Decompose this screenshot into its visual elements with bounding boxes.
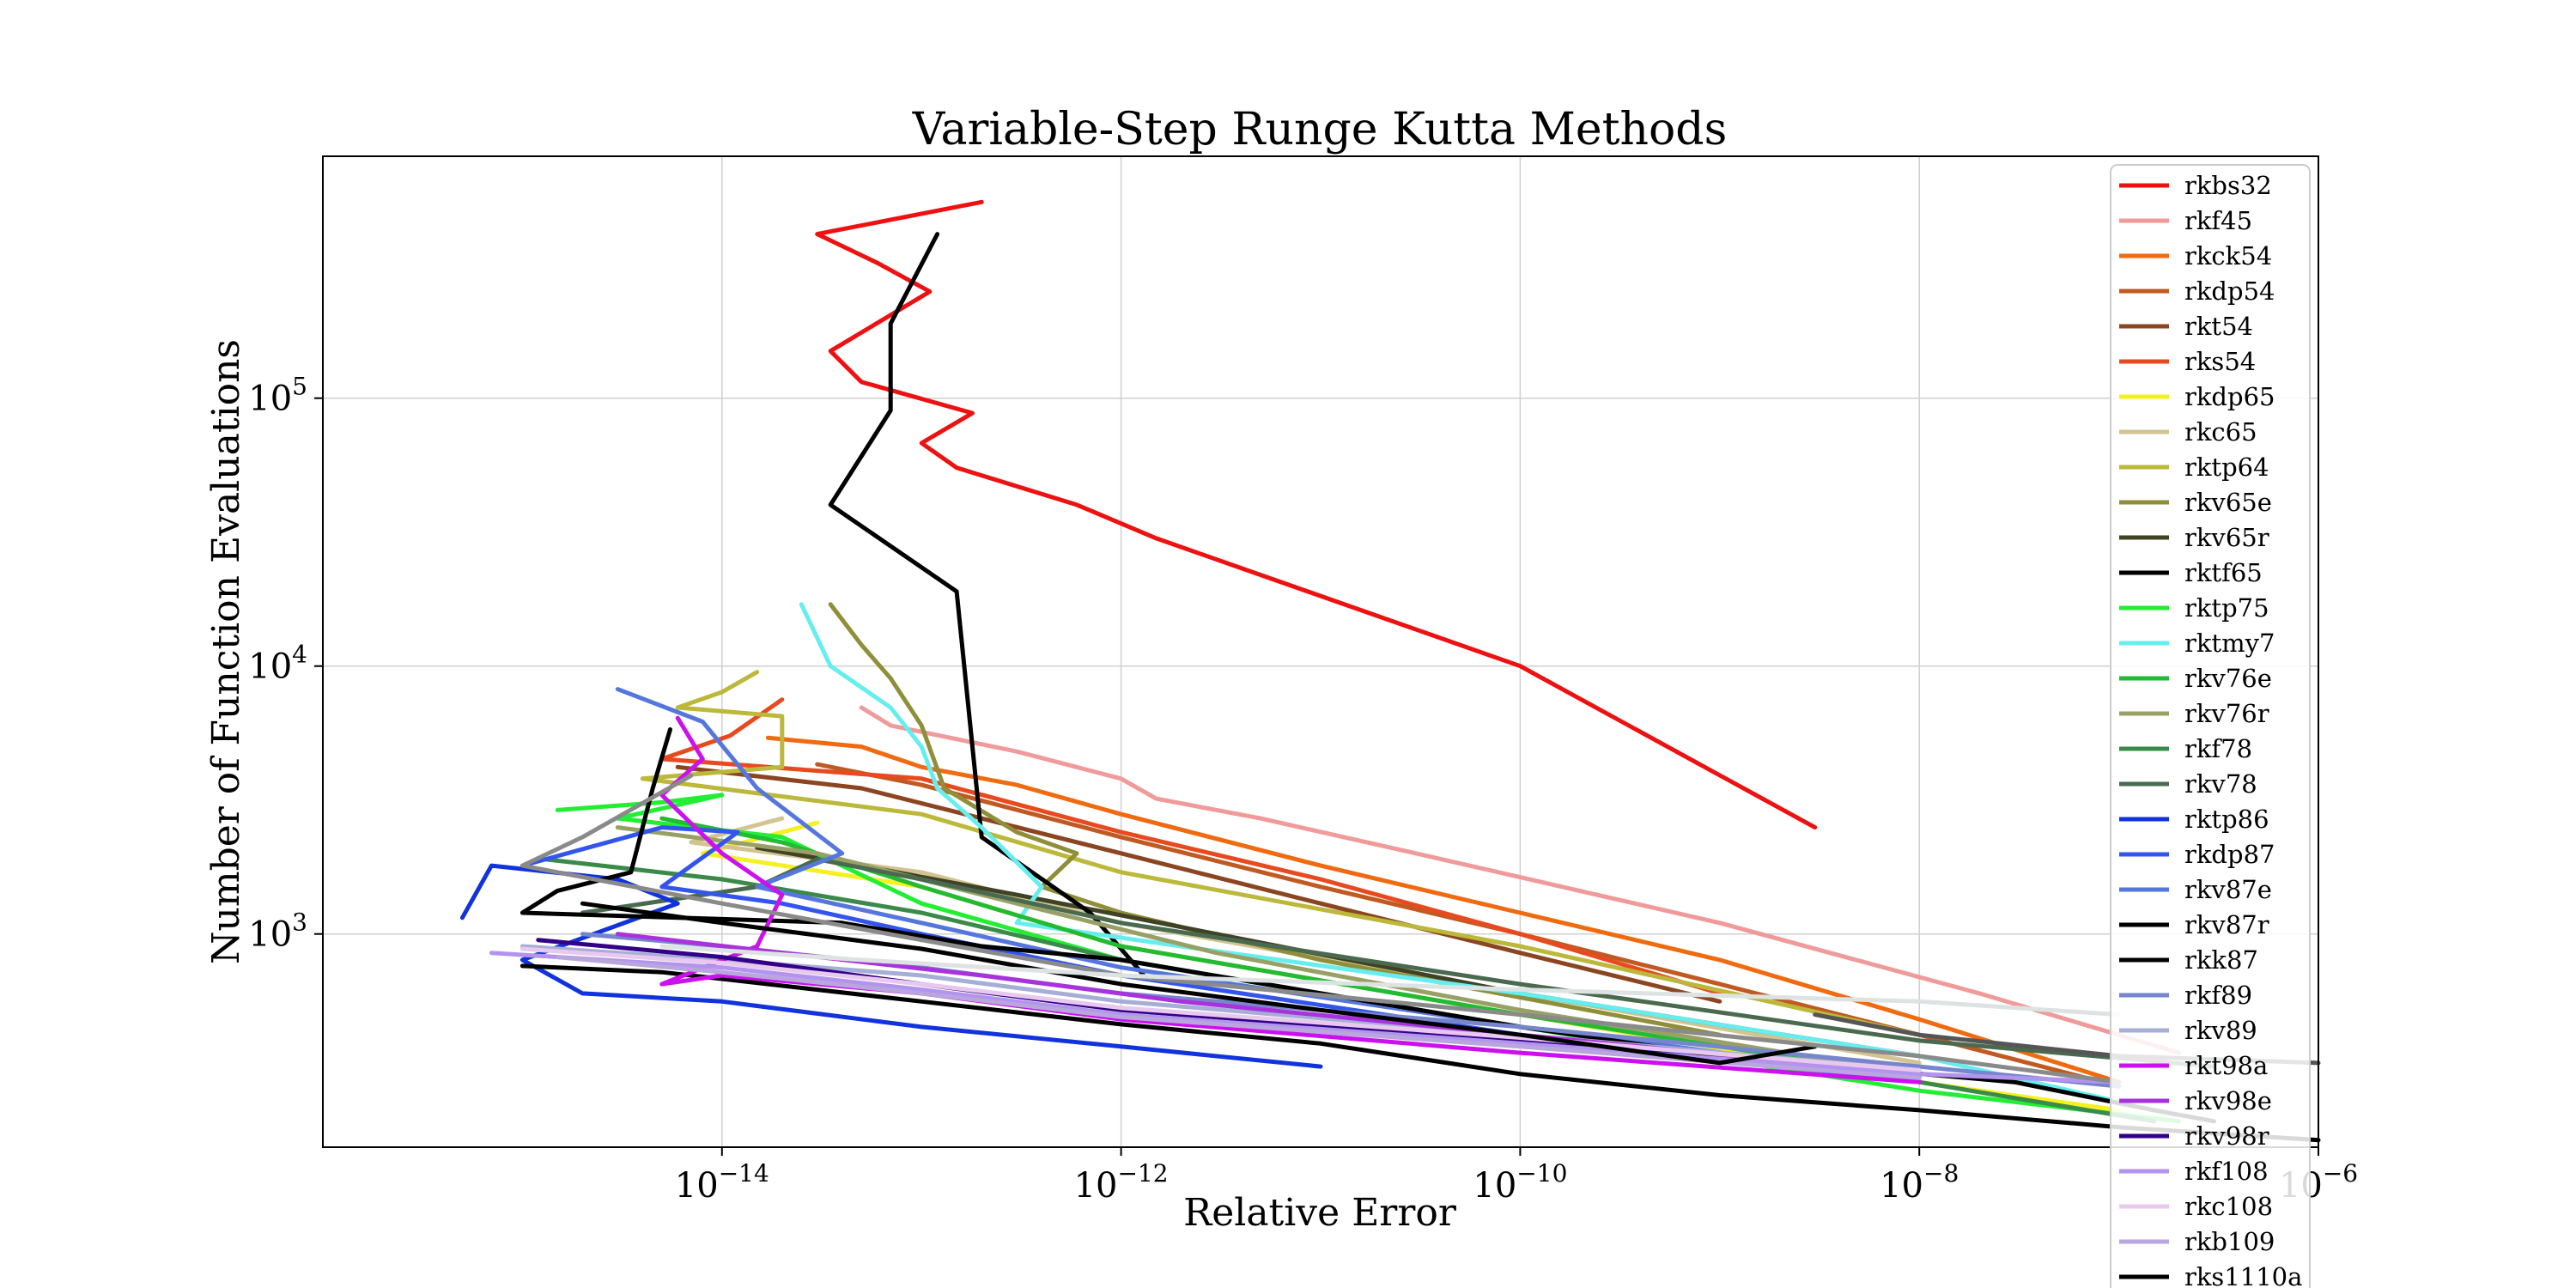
x-tick-label: 10−10 <box>1473 1159 1567 1206</box>
legend-label: rkc108 <box>2184 1192 2273 1221</box>
legend-label: rkck54 <box>2184 241 2272 270</box>
legend-label: rktp86 <box>2184 805 2269 834</box>
series-line-rktf65 <box>828 232 1146 978</box>
legend-label: rktmy7 <box>2184 629 2275 658</box>
legend-label: rkt54 <box>2184 312 2253 341</box>
x-tick-exponent: −12 <box>1118 1159 1169 1188</box>
series-line-rkf108 <box>489 951 2122 1084</box>
y-tick-base: 10 <box>248 380 292 419</box>
legend-label: rktp75 <box>2184 593 2269 623</box>
legend-label: rkk87 <box>2184 945 2258 975</box>
x-tick-exponent: −8 <box>1923 1159 1959 1188</box>
legend-label: rkdp65 <box>2184 382 2275 411</box>
series-line-rkv76e <box>659 816 1922 1080</box>
series-line-rkt54 <box>675 764 1722 1004</box>
y-tick-label: 104 <box>248 641 307 687</box>
legend-label: rkv78 <box>2184 769 2257 799</box>
legend-box <box>2110 164 2311 1288</box>
legend-label: rkv89 <box>2184 1016 2257 1045</box>
legend-label: rkv87e <box>2184 875 2272 904</box>
x-tick-exponent: −6 <box>2323 1159 2358 1188</box>
x-tick-exponent: −10 <box>1516 1159 1567 1188</box>
x-tick-base: 10 <box>675 1166 719 1206</box>
series-line-rkv87e <box>615 687 1922 1080</box>
plot-frame <box>322 155 2319 1148</box>
series-line-rks1110a <box>580 901 1818 1066</box>
y-tick-label: 103 <box>248 908 307 955</box>
legend-label: rktf65 <box>2184 558 2263 587</box>
legend-label: rkdp87 <box>2184 840 2275 869</box>
series-line-rktp64 <box>640 670 1922 1037</box>
legend-label: rkf45 <box>2184 206 2252 235</box>
legend-label: rkdp54 <box>2184 276 2275 306</box>
series-line-rkb109 <box>555 955 1922 1080</box>
series-line-rktmy7 <box>799 602 2182 1118</box>
legend-label: rkv76e <box>2184 664 2272 693</box>
legend-label: rks54 <box>2184 347 2256 376</box>
series-line-rkck54 <box>765 735 2122 1084</box>
series-line <box>659 944 2122 1018</box>
grid <box>323 156 2318 1147</box>
legend-label: rks1110a <box>2184 1262 2302 1288</box>
x-tick-base: 10 <box>1473 1166 1516 1206</box>
y-tick-label: 105 <box>248 373 307 419</box>
legend-label: rkv98r <box>2184 1121 2269 1151</box>
y-tick-exponent: 3 <box>292 908 307 937</box>
x-tick-label: 10−14 <box>675 1159 769 1206</box>
series-line <box>519 773 2122 1084</box>
y-axis-label: Number of Function Evaluations <box>204 339 248 964</box>
legend: rkbs32 rkf45 rkck54 rkdp54 rkt54 rks54 rkdp65 r… <box>2110 164 2311 1288</box>
series-line-rkf45 <box>859 705 2182 1055</box>
legend-label: rkv65e <box>2184 488 2272 517</box>
legend-label: rkbs32 <box>2184 171 2272 200</box>
legend-label: rkv76r <box>2184 699 2269 728</box>
legend-label: rkv98e <box>2184 1086 2272 1115</box>
x-tick-exponent: −14 <box>719 1159 769 1188</box>
legend-label: rkf78 <box>2184 734 2252 763</box>
x-tick-base: 10 <box>1074 1166 1118 1206</box>
y-tick-base: 10 <box>248 915 292 955</box>
x-tick-base: 10 <box>1880 1166 1923 1206</box>
legend-label: rkv87r <box>2184 910 2269 939</box>
legend-label: rktp64 <box>2184 453 2269 482</box>
chart-title: Variable-Step Runge Kutta Methods <box>912 104 1728 155</box>
x-tick-label: 10−8 <box>1880 1159 1959 1206</box>
legend-label: rkt98a <box>2184 1051 2268 1080</box>
legend-label: rkb109 <box>2184 1227 2275 1256</box>
x-axis-label: Relative Error <box>1183 1191 1457 1235</box>
legend-label: rkv65r <box>2184 523 2269 552</box>
series-line-rkbs32 <box>815 199 1818 830</box>
legend-label: rkf89 <box>2184 981 2252 1010</box>
x-tick-label: 10−12 <box>1074 1159 1169 1206</box>
legend-label: rkc65 <box>2184 417 2257 447</box>
y-tick-base: 10 <box>248 647 292 687</box>
y-tick-exponent: 5 <box>292 373 307 401</box>
series-group <box>459 199 2321 1143</box>
legend-label: rkf108 <box>2184 1157 2269 1186</box>
y-tick-exponent: 4 <box>292 641 307 669</box>
